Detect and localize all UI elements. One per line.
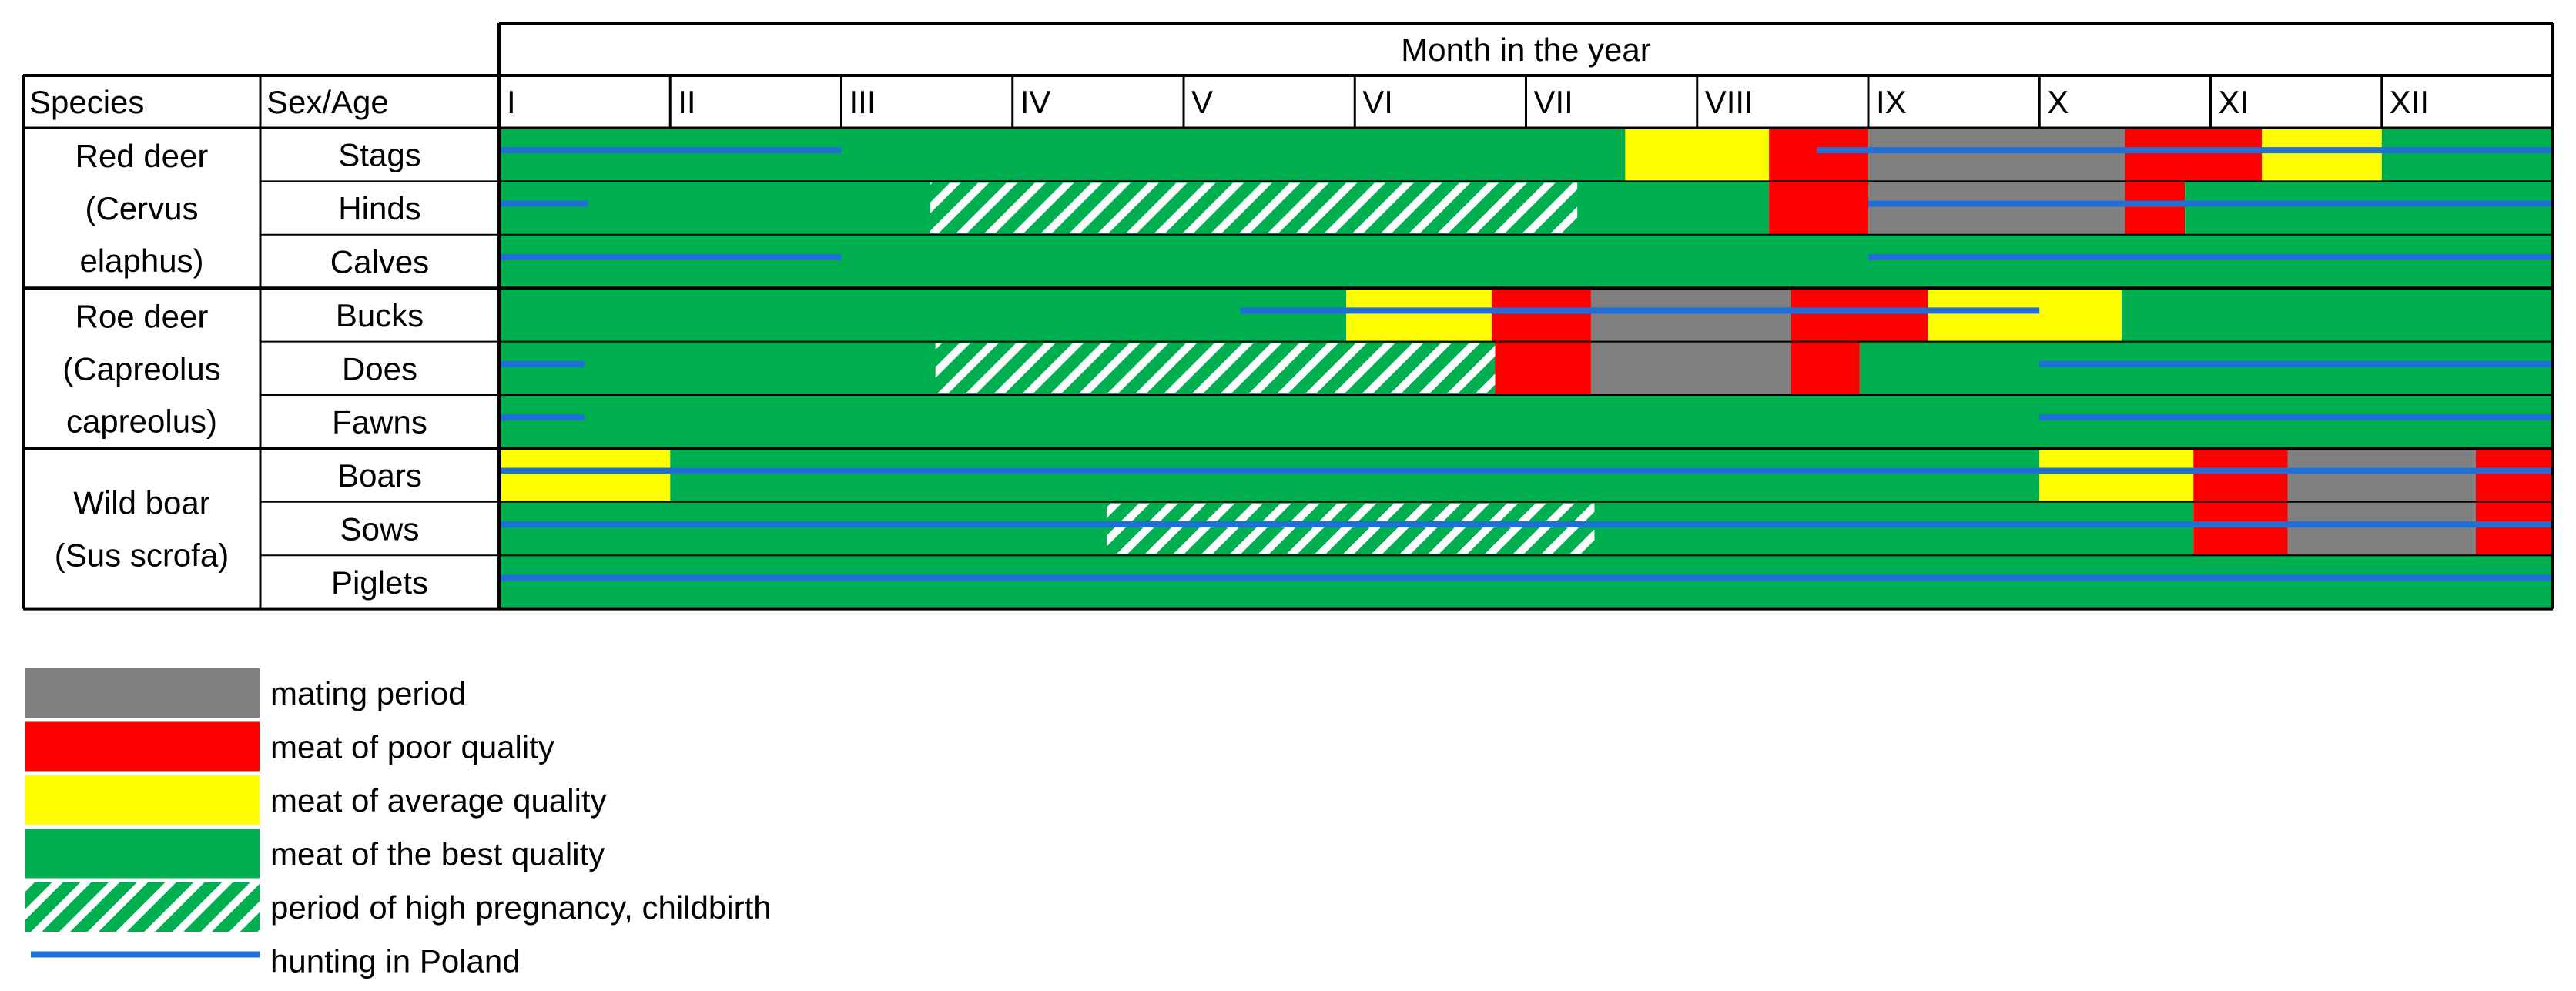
sex-age-label: Fawns	[332, 404, 427, 440]
bar-segment-best	[499, 234, 2553, 289]
legend-label: mating period	[270, 675, 466, 711]
month-label: III	[849, 84, 876, 120]
species-name-line: Wild boar	[73, 485, 209, 521]
pregnancy-period-bar	[1106, 503, 1595, 554]
month-label: VIII	[1705, 84, 1754, 120]
legend-label: meat of the best quality	[270, 836, 605, 872]
month-label: II	[678, 84, 695, 120]
species-name-line: (Cervus	[85, 190, 198, 226]
bar-segment-poor	[1790, 288, 1928, 342]
table-grid-layer	[22, 22, 2554, 611]
bar-segment-poor	[2475, 448, 2553, 502]
bar-segment-best	[1859, 341, 2553, 395]
bar-segment-average	[1346, 288, 1492, 342]
species-column-header: Species	[29, 84, 144, 120]
legend-swatch-average	[25, 775, 260, 825]
species-name-line: capreolus)	[66, 403, 217, 439]
pregnancy-period-bar	[930, 182, 1578, 233]
bar-segment-best	[2121, 288, 2553, 342]
bar-segment-mating	[1590, 341, 1791, 395]
bar-segment-mating	[2287, 501, 2476, 556]
legend-label: hunting in Poland	[270, 943, 521, 979]
bar-segment-poor	[2475, 501, 2553, 556]
sex-age-label: Sows	[340, 511, 420, 547]
bar-segment-poor	[1495, 341, 1591, 395]
legend-swatch-mating	[25, 668, 260, 718]
bar-segment-average	[1928, 288, 2122, 342]
month-label: VI	[1362, 84, 1393, 120]
bar-segment-poor	[1769, 128, 1868, 182]
pregnancy-period-bar	[935, 343, 1496, 393]
bar-segment-average	[1625, 128, 1770, 182]
legend-swatch-best	[25, 829, 260, 879]
month-label: I	[507, 84, 516, 120]
hunting-lines-layer	[499, 147, 2553, 581]
species-name-line: elaphus)	[79, 243, 203, 279]
sex-age-label: Calves	[330, 244, 429, 280]
bar-segment-best	[499, 555, 2553, 609]
bar-segment-poor	[1790, 341, 1860, 395]
legend-label: period of high pregnancy, childbirth	[270, 889, 772, 926]
species-name-line: Roe deer	[75, 298, 209, 334]
bar-segment-best	[499, 128, 1626, 182]
sex-age-label: Does	[342, 350, 417, 387]
species-name-line: Red deer	[75, 138, 209, 174]
bar-segment-mating	[1590, 288, 1791, 342]
month-label: IV	[1020, 84, 1051, 120]
bar-segment-best	[2185, 181, 2553, 235]
bar-segment-best	[499, 395, 2553, 449]
header-title: Month in the year	[1401, 32, 1651, 68]
month-label: V	[1191, 84, 1213, 120]
month-label: XII	[2390, 84, 2429, 120]
month-label: XI	[2219, 84, 2249, 120]
sex-age-label: Stags	[338, 137, 420, 173]
month-label: X	[2047, 84, 2069, 120]
month-label: VII	[1534, 84, 1573, 120]
sex-age-label: Bucks	[336, 297, 424, 333]
bar-segment-poor	[2125, 181, 2186, 235]
bar-segment-poor	[1769, 181, 1868, 235]
bar-segment-mating	[1868, 181, 2125, 235]
bar-segment-best	[2381, 128, 2553, 182]
legend-label: meat of poor quality	[270, 729, 554, 765]
species-name-line: (Capreolus	[62, 350, 220, 387]
bar-segment-poor	[2125, 128, 2263, 182]
month-label: IX	[1876, 84, 1907, 120]
legend-swatch-pregnancy	[25, 882, 260, 932]
bar-segment-poor	[1492, 288, 1591, 342]
bar-segment-average	[2039, 448, 2194, 502]
bar-segment-mating	[2287, 448, 2476, 502]
bar-fills-layer	[499, 128, 2553, 609]
bar-segment-poor	[2193, 448, 2288, 502]
sex-age-label: Boars	[337, 457, 422, 494]
bar-segment-average	[499, 448, 671, 502]
sex-age-label: Hinds	[338, 190, 420, 226]
legend-label: meat of average quality	[270, 782, 607, 819]
sex-age-column-header: Sex/Age	[266, 84, 389, 120]
species-name-line: (Sus scrofa)	[55, 537, 229, 574]
bar-segment-average	[2262, 128, 2382, 182]
bar-segment-poor	[2193, 501, 2288, 556]
bar-segment-best	[670, 448, 2040, 502]
bar-segment-mating	[1868, 128, 2125, 182]
sex-age-label: Piglets	[331, 564, 428, 601]
legend: mating period meat of poor quality meat of…	[25, 668, 772, 979]
bar-segment-best	[499, 288, 1347, 342]
legend-swatch-poor	[25, 721, 260, 772]
